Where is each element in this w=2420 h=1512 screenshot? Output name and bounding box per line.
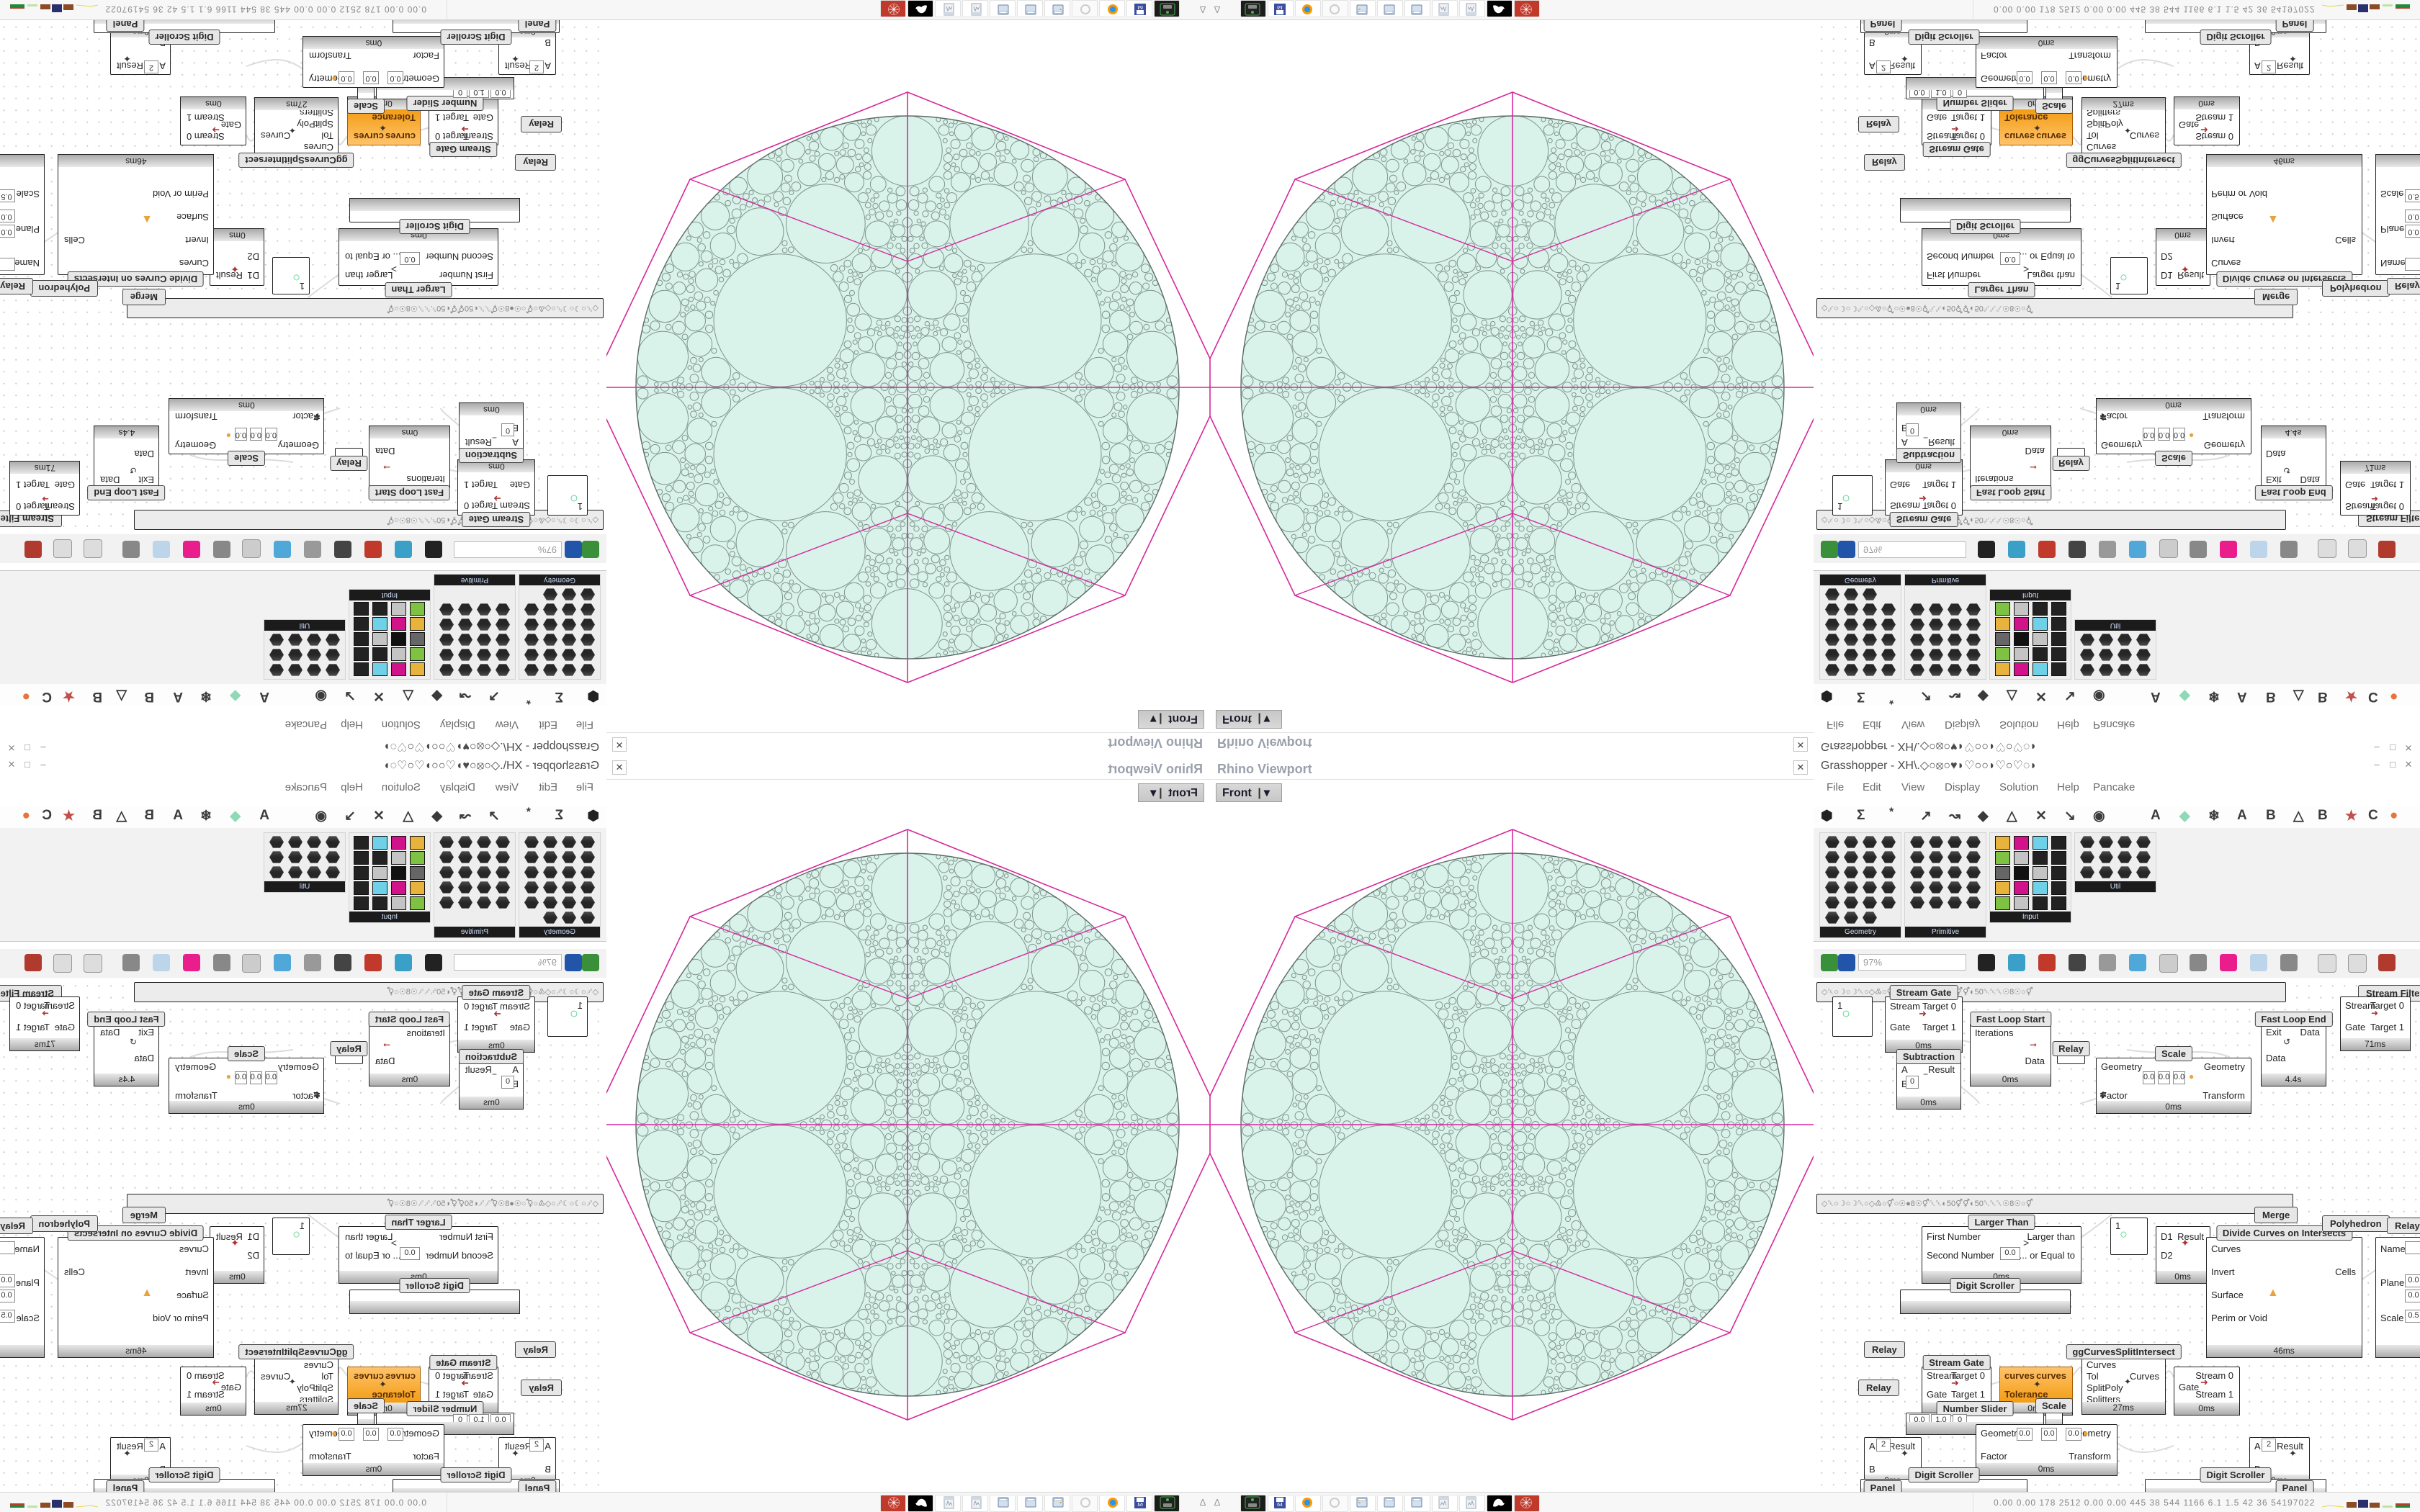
- svg-text:64: 64: [1277, 1503, 1283, 1508]
- svg-text:64: 64: [1137, 1503, 1143, 1508]
- svg-text:64: 64: [1137, 4, 1143, 9]
- svg-text:64: 64: [1277, 4, 1283, 9]
